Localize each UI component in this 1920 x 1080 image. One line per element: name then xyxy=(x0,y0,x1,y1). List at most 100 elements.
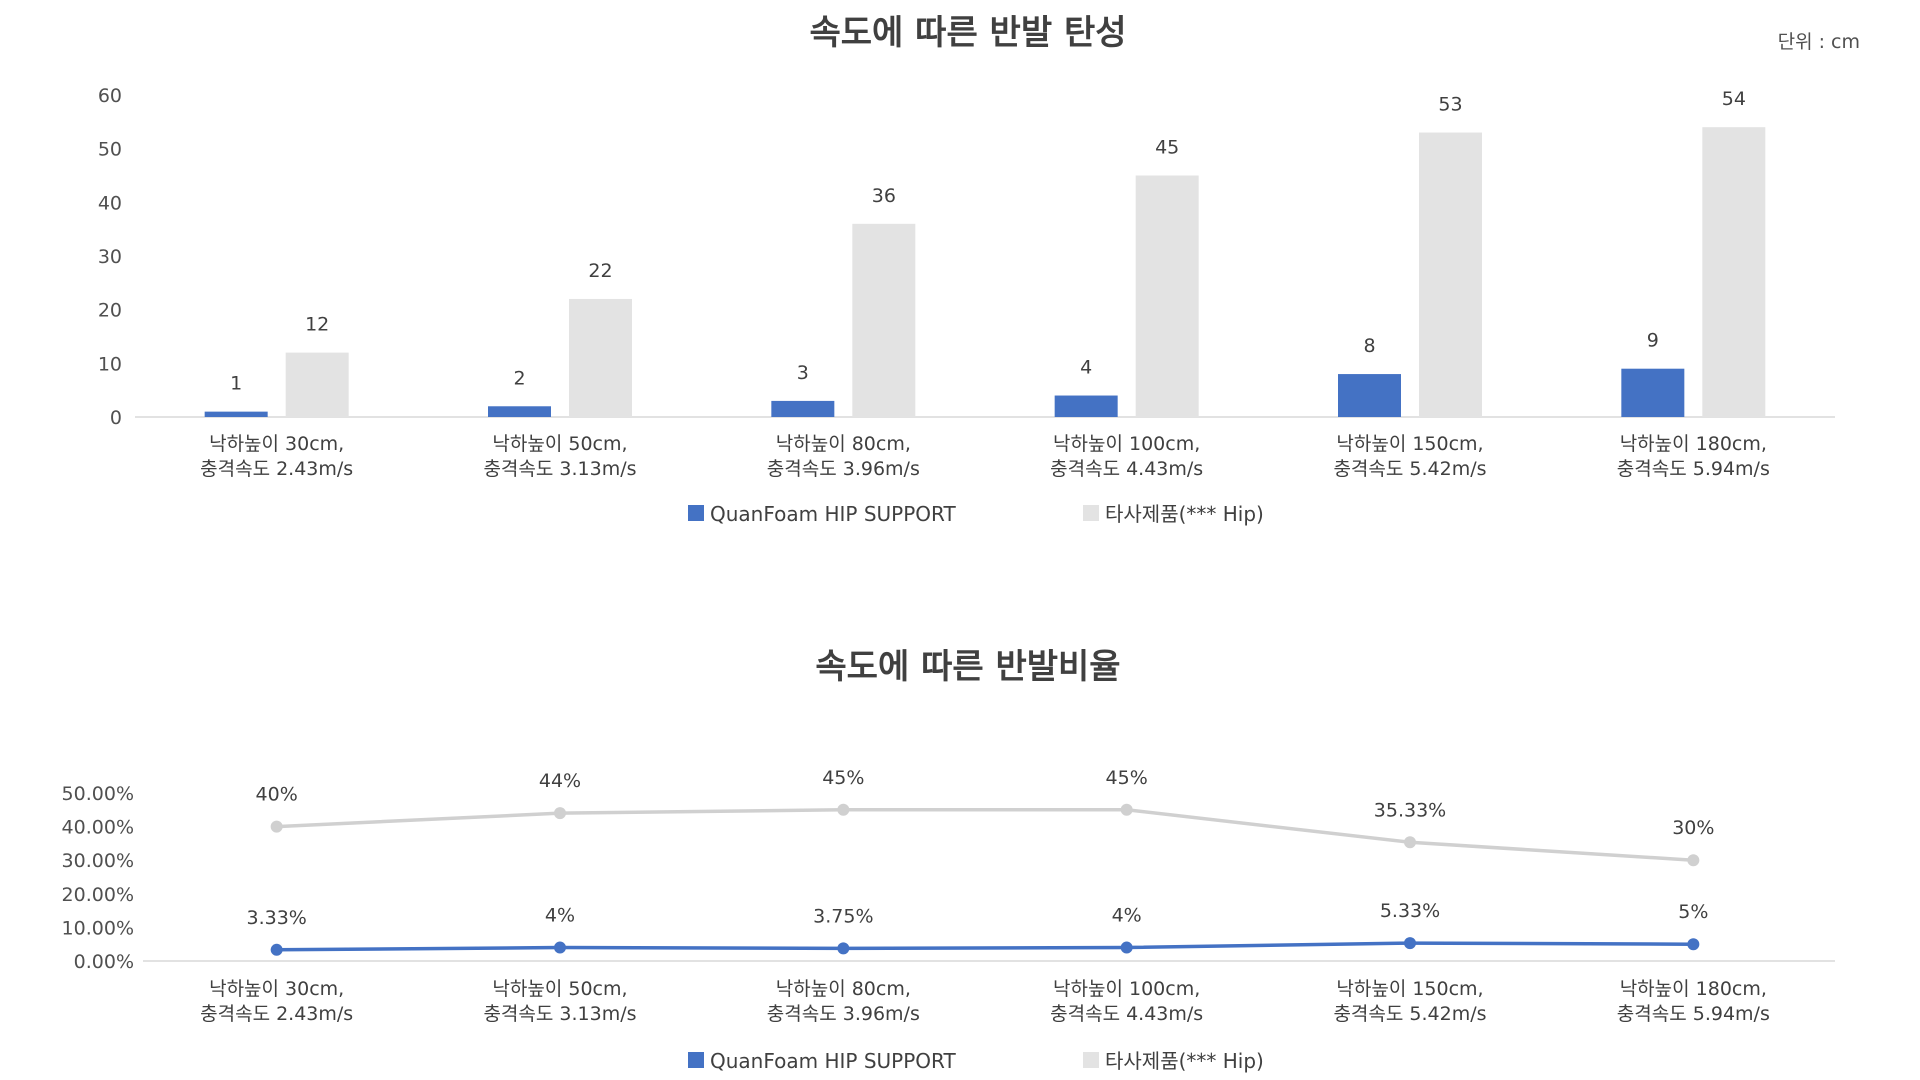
data-label: 9 xyxy=(1647,330,1659,352)
data-label: 2 xyxy=(513,367,525,389)
y-tick-label: 50 xyxy=(98,139,122,161)
legend-label: 타사제품(*** Hip) xyxy=(1105,1049,1264,1073)
data-point xyxy=(270,943,283,956)
x-category-label: 충격속도 4.43m/s xyxy=(1050,458,1203,480)
y-tick-label: 50.00% xyxy=(62,783,134,805)
x-category-label: 낙하높이 150cm, xyxy=(1336,433,1483,455)
bar xyxy=(1419,132,1482,418)
bar-chart-title: 속도에 따른 반발 탄성 xyxy=(809,13,1126,53)
data-point xyxy=(554,941,566,954)
bar xyxy=(569,298,632,417)
data-point xyxy=(270,820,283,833)
bar xyxy=(1702,127,1766,417)
data-label: 36 xyxy=(872,185,896,207)
bar xyxy=(852,223,916,417)
y-tick-label: 0.00% xyxy=(74,951,134,973)
legend-swatch xyxy=(1083,1052,1099,1068)
data-point xyxy=(1120,803,1133,816)
bar xyxy=(204,411,268,417)
data-point xyxy=(1120,941,1133,954)
y-tick-label: 30 xyxy=(98,246,122,268)
data-label: 4% xyxy=(545,905,575,927)
bar xyxy=(771,400,835,417)
data-label: 5.33% xyxy=(1380,900,1440,922)
x-category-label: 충격속도 3.13m/s xyxy=(483,1003,636,1025)
y-tick-label: 30.00% xyxy=(62,850,134,872)
bar xyxy=(1135,175,1199,417)
data-label: 22 xyxy=(588,260,612,282)
data-label: 54 xyxy=(1722,88,1746,110)
data-label: 3.75% xyxy=(813,905,873,927)
y-tick-label: 40.00% xyxy=(62,817,134,839)
x-category-label: 충격속도 3.96m/s xyxy=(767,1003,920,1025)
data-point xyxy=(837,942,850,955)
x-category-label: 낙하높이 30cm, xyxy=(209,978,344,1000)
legend-label: QuanFoam HIP SUPPORT xyxy=(710,502,956,526)
x-category-label: 낙하높이 30cm, xyxy=(209,433,344,455)
data-label: 3 xyxy=(797,362,809,384)
data-label: 3.33% xyxy=(246,907,306,929)
x-category-label: 충격속도 2.43m/s xyxy=(200,458,353,480)
x-category-label: 충격속도 5.42m/s xyxy=(1333,458,1486,480)
data-label: 44% xyxy=(539,770,581,792)
unit-label: 단위 : cm xyxy=(1778,31,1860,53)
x-category-label: 낙하높이 100cm, xyxy=(1053,433,1200,455)
x-category-label: 낙하높이 50cm, xyxy=(492,433,627,455)
data-point xyxy=(837,803,850,816)
legend-swatch xyxy=(688,505,704,521)
data-point xyxy=(554,807,566,820)
bar xyxy=(1338,374,1401,417)
data-label: 53 xyxy=(1438,94,1462,116)
x-category-label: 낙하높이 80cm, xyxy=(776,978,911,1000)
data-label: 45% xyxy=(1106,767,1148,789)
x-category-label: 낙하높이 100cm, xyxy=(1053,978,1200,1000)
x-category-label: 충격속도 5.42m/s xyxy=(1333,1003,1486,1025)
bar xyxy=(1054,395,1118,417)
data-label: 40% xyxy=(256,784,298,806)
data-label: 45 xyxy=(1155,137,1179,159)
bar-chart-legend: QuanFoam HIP SUPPORT 타사제품(*** Hip) xyxy=(688,502,1264,526)
y-tick-label: 10.00% xyxy=(62,917,134,939)
legend-label: 타사제품(*** Hip) xyxy=(1105,502,1264,526)
x-category-label: 낙하높이 50cm, xyxy=(492,978,627,1000)
y-tick-label: 20 xyxy=(98,300,122,322)
legend-swatch xyxy=(688,1052,704,1068)
data-label: 45% xyxy=(822,767,864,789)
x-category-label: 충격속도 5.94m/s xyxy=(1617,1003,1770,1025)
y-tick-label: 0 xyxy=(110,407,122,429)
line-chart: 0.00% 10.00% 20.00% 30.00% 40.00% 50.00% 40% 44… xyxy=(62,767,1835,1025)
series-line xyxy=(276,941,1694,952)
data-point xyxy=(1404,937,1416,950)
data-label: 4 xyxy=(1080,357,1092,379)
y-tick-label: 40 xyxy=(98,192,122,214)
data-point xyxy=(1687,938,1700,951)
x-category-label: 낙하높이 150cm, xyxy=(1336,978,1483,1000)
legend-label: QuanFoam HIP SUPPORT xyxy=(710,1049,956,1073)
bar xyxy=(1621,368,1685,417)
line-chart-legend: QuanFoam HIP SUPPORT 타사제품(*** Hip) xyxy=(688,1049,1264,1073)
line-chart-title: 속도에 따른 반발비율 xyxy=(815,647,1120,687)
x-category-label: 충격속도 4.43m/s xyxy=(1050,1003,1203,1025)
x-category-label: 낙하높이 80cm, xyxy=(776,433,911,455)
bar xyxy=(285,352,349,417)
data-label: 8 xyxy=(1363,335,1375,357)
data-label: 4% xyxy=(1112,905,1142,927)
x-category-label: 충격속도 5.94m/s xyxy=(1617,458,1770,480)
x-category-label: 충격속도 2.43m/s xyxy=(200,1003,353,1025)
y-tick-label: 10 xyxy=(98,353,122,375)
y-tick-label: 20.00% xyxy=(62,884,134,906)
x-category-label: 충격속도 3.13m/s xyxy=(483,458,636,480)
legend-swatch xyxy=(1083,505,1099,521)
y-tick-label: 60 xyxy=(98,85,122,107)
data-label: 35.33% xyxy=(1374,799,1446,821)
data-point xyxy=(1404,836,1416,849)
x-category-label: 낙하높이 180cm, xyxy=(1620,433,1767,455)
x-category-label: 충격속도 3.96m/s xyxy=(767,458,920,480)
data-label: 12 xyxy=(305,314,329,336)
data-point xyxy=(1687,854,1700,867)
data-label: 1 xyxy=(230,373,242,395)
data-label: 30% xyxy=(1672,817,1714,839)
data-label: 5% xyxy=(1678,901,1708,923)
